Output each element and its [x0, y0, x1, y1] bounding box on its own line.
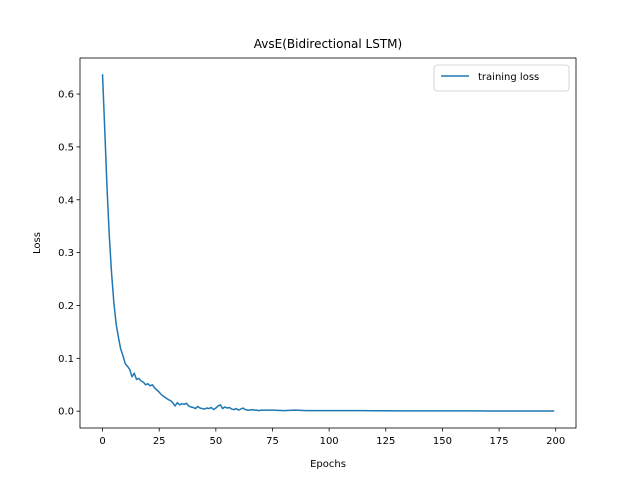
y-tick-label-3: 0.3: [58, 248, 74, 259]
x-tick-label-8: 200: [546, 436, 565, 447]
x-tick-label-1: 25: [153, 436, 166, 447]
series-layer: [101, 74, 555, 412]
series-line-training-loss: [101, 74, 555, 412]
plot-area: [80, 58, 576, 428]
y-tick-label-0: 0.0: [58, 407, 74, 418]
chart-title: AvsE(Bidirectional LSTM): [254, 37, 402, 51]
legend-label-training-loss: training loss: [478, 72, 539, 83]
x-tick-label-6: 150: [433, 436, 452, 447]
y-axis-label: Loss: [32, 232, 43, 254]
legend: training loss: [433, 64, 570, 92]
x-tick-label-0: 0: [99, 436, 105, 447]
x-axis: 0 25 50 75 100 125 150 175 200: [99, 428, 565, 447]
y-tick-label-1: 0.1: [58, 354, 74, 365]
x-tick-label-5: 125: [376, 436, 395, 447]
plot-frame: [79, 57, 577, 429]
x-tick-label-4: 100: [320, 436, 339, 447]
x-tick-label-7: 175: [490, 436, 509, 447]
x-axis-label: Epochs: [310, 459, 346, 470]
x-tick-label-3: 75: [266, 436, 279, 447]
x-tick-label-2: 50: [209, 436, 222, 447]
y-tick-label-5: 0.5: [58, 142, 74, 153]
y-tick-label-4: 0.4: [58, 195, 74, 206]
y-tick-label-6: 0.6: [58, 90, 74, 101]
y-axis: 0.0 0.1 0.2 0.3 0.4 0.5 0.6: [58, 90, 80, 418]
legend-box: [433, 64, 570, 92]
y-tick-label-2: 0.2: [58, 301, 74, 312]
